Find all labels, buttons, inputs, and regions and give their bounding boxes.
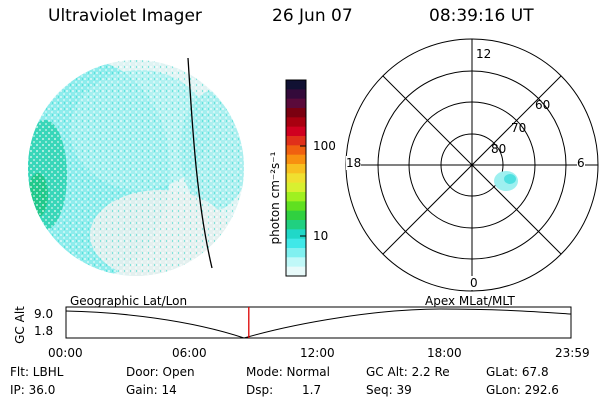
colorbar-segment xyxy=(286,80,306,90)
colorbar-segment xyxy=(286,266,306,277)
colorbar-segment xyxy=(286,220,306,230)
colorbar-segment xyxy=(286,229,306,240)
y-max-label: 9.0 xyxy=(34,307,54,321)
gain-info: Gain: 14 xyxy=(126,383,177,397)
apex-label: Apex MLat/MLT xyxy=(425,294,515,308)
colorbar-segment xyxy=(286,164,306,174)
date-label: 26 Jun 07 xyxy=(272,6,353,26)
colorbar-tick-10: 10 xyxy=(313,229,329,243)
altitude-curve xyxy=(65,308,572,339)
time-tick-1800: 18:00 xyxy=(427,346,462,360)
filter-info: Flt: LBHL xyxy=(10,365,64,379)
colorbar-segment xyxy=(286,126,306,137)
y-min-label: 1.8 xyxy=(34,324,54,338)
lat-label-80: 80 xyxy=(491,142,507,156)
mlt-label-0: 0 xyxy=(470,276,478,290)
time-tick-0000: 00:00 xyxy=(48,346,83,360)
colorbar-segment xyxy=(286,117,306,128)
mlt-label-12: 12 xyxy=(476,47,492,61)
seq-info: Seq: 39 xyxy=(366,383,412,397)
colorbar-segment xyxy=(286,173,306,184)
door-info: Door: Open xyxy=(126,365,195,379)
colorbar-segment xyxy=(286,238,306,249)
colorbar-segment xyxy=(286,201,306,212)
lat-label-60: 60 xyxy=(535,98,551,112)
colorbar-segment xyxy=(286,257,306,268)
lat-label-70: 70 xyxy=(511,121,527,135)
time-label: 08:39:16 UT xyxy=(429,6,534,26)
colorbar-segment xyxy=(286,248,306,258)
colorbar-segment xyxy=(286,145,306,156)
gc-alt-info: GC Alt: 2.2 Re xyxy=(366,365,450,379)
dsp-value: 1.7 xyxy=(302,383,322,397)
mode-info: Mode: Normal xyxy=(246,365,330,379)
glat-info: GLat: 67.8 xyxy=(486,365,549,379)
colorbar-tick-100: 100 xyxy=(313,139,336,153)
instrument-title: Ultraviolet Imager xyxy=(48,6,202,26)
colorbar-segment xyxy=(286,210,306,221)
dsp-label: Dsp: xyxy=(246,383,274,397)
glon-info: GLon: 292.6 xyxy=(486,383,559,397)
timeline-frame xyxy=(65,306,572,339)
colorbar-segment xyxy=(286,192,306,202)
geographic-label: Geographic Lat/Lon xyxy=(70,294,188,308)
colorbar-segment xyxy=(286,154,306,165)
colorbar-segment xyxy=(286,89,306,100)
time-tick-2359: 23:59 xyxy=(555,346,590,360)
terminator-line xyxy=(187,57,213,269)
mlt-label-18: 18 xyxy=(346,156,362,170)
colorbar-segment xyxy=(286,182,306,193)
colorbar-segment xyxy=(286,98,306,109)
colorbar-segment xyxy=(286,108,306,118)
time-tick-1200: 12:00 xyxy=(300,346,335,360)
mlt-label-6: 6 xyxy=(577,156,585,170)
time-tick-0600: 06:00 xyxy=(172,346,207,360)
colorbar-segment xyxy=(286,136,306,146)
ip-info: IP: 36.0 xyxy=(10,383,56,397)
